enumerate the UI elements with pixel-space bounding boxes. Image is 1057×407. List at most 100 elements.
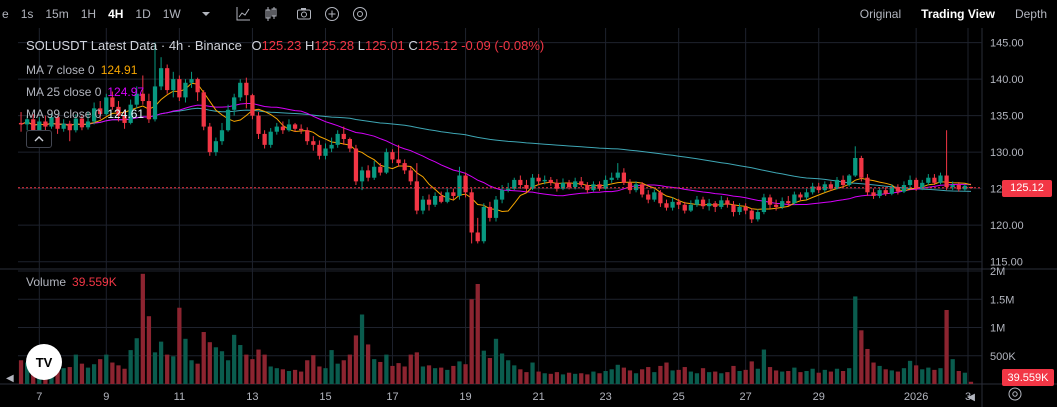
candle-body xyxy=(25,119,30,125)
timeframe-15m[interactable]: 15m xyxy=(45,7,69,21)
scroll-left-icon[interactable]: ◀ xyxy=(6,373,14,384)
candle-body xyxy=(804,192,809,198)
volume-bar xyxy=(426,365,432,384)
indicator-icon[interactable] xyxy=(232,4,254,24)
chart-settings-icon[interactable] xyxy=(1007,386,1025,404)
candle-body xyxy=(384,152,389,173)
chart-area[interactable]: 145.00140.00135.00130.00125.00120.00115.… xyxy=(0,28,1057,407)
volume-bar xyxy=(408,354,413,384)
legend-collapse-button[interactable] xyxy=(26,130,52,148)
candle-body xyxy=(792,194,797,204)
candle-body xyxy=(365,170,371,178)
volume-bar xyxy=(950,359,955,384)
candle-body xyxy=(79,118,85,128)
volume-bar xyxy=(506,360,511,384)
volume-bar xyxy=(518,369,523,384)
candle-body xyxy=(426,199,432,205)
price-chart[interactable]: 145.00140.00135.00130.00125.00120.00115.… xyxy=(0,28,1057,407)
volume-bar xyxy=(183,338,188,384)
volume-bar xyxy=(61,368,66,384)
camera-icon[interactable] xyxy=(293,4,315,24)
settings-icon[interactable] xyxy=(349,4,371,24)
volume-bar xyxy=(201,332,206,384)
volume-bar xyxy=(311,355,316,384)
volume-bar xyxy=(244,354,249,384)
volume-bar xyxy=(402,366,407,384)
ohlc-high-value: 125.28 xyxy=(314,38,355,53)
timeframe-1d[interactable]: 1D xyxy=(135,7,151,21)
volume-bar xyxy=(688,371,693,384)
tab-depth[interactable]: Depth xyxy=(1014,7,1047,21)
tab-original[interactable]: Original xyxy=(859,7,902,21)
price-axis-label: 115.00 xyxy=(990,257,1023,269)
ma25-legend[interactable]: MA 25 close 0 124.97 xyxy=(26,84,144,100)
volume-bar xyxy=(871,362,876,384)
candle-body xyxy=(658,192,663,204)
timeframe-4h[interactable]: 4H xyxy=(108,7,124,21)
volume-bar xyxy=(822,369,827,384)
candle-body xyxy=(938,175,943,183)
candle-body xyxy=(353,148,359,182)
volume-bar xyxy=(603,371,608,384)
timeframe-tick[interactable]: e xyxy=(2,7,9,21)
candle-body xyxy=(439,195,444,202)
volume-bar xyxy=(158,341,164,384)
candle-type-icon[interactable] xyxy=(260,4,282,24)
time-axis-label: 29 xyxy=(813,391,825,403)
candle-body xyxy=(152,86,158,120)
tab-trading-view[interactable]: Trading View xyxy=(921,7,995,21)
volume-bar xyxy=(414,352,419,384)
candle-body xyxy=(633,184,639,191)
candle-body xyxy=(640,184,645,195)
volume-bar xyxy=(299,371,304,384)
candle-body xyxy=(621,172,627,183)
candle-body xyxy=(926,177,931,183)
volume-bar xyxy=(676,369,681,384)
candle-body xyxy=(359,170,365,182)
candle-body xyxy=(536,177,541,182)
time-axis-label: 27 xyxy=(740,391,752,403)
volume-bar xyxy=(640,369,645,384)
timeframe-1h[interactable]: 1H xyxy=(80,7,97,21)
go-to-realtime-icon[interactable]: ◀ xyxy=(967,392,975,403)
volume-bar xyxy=(786,371,791,384)
volume-bar xyxy=(834,368,840,384)
volume-bar xyxy=(932,369,937,384)
candle-body xyxy=(49,117,54,127)
candle-body xyxy=(615,172,620,178)
volume-bar xyxy=(353,335,359,384)
chevron-down-icon[interactable] xyxy=(195,4,217,24)
volume-bar xyxy=(773,370,779,384)
volume-bar xyxy=(262,354,267,384)
tradingview-logo[interactable]: TV xyxy=(26,344,62,380)
candle-body xyxy=(920,182,925,189)
candle-body xyxy=(475,232,480,242)
candle-body xyxy=(627,182,633,191)
candle-body xyxy=(962,185,967,190)
volume-bar xyxy=(396,363,401,384)
candle-body xyxy=(828,184,834,189)
ma7-label: MA 7 close 0 xyxy=(26,63,95,77)
time-axis-label: 3 xyxy=(965,391,971,403)
volume-bar xyxy=(146,316,152,384)
ma99-legend[interactable]: MA 99 close 0 124.61 xyxy=(26,106,144,122)
candle-body xyxy=(773,204,779,207)
candle-body xyxy=(688,204,693,211)
candle-body xyxy=(268,131,273,145)
timeframe-1w[interactable]: 1W xyxy=(162,7,181,21)
volume-bar xyxy=(487,358,493,384)
ma7-legend[interactable]: MA 7 close 0 124.91 xyxy=(26,62,137,78)
volume-bar xyxy=(152,352,158,384)
candle-body xyxy=(847,175,852,186)
candle-body xyxy=(225,109,231,131)
volume-legend[interactable]: Volume 39.559K xyxy=(26,274,117,290)
candle-body xyxy=(256,115,261,134)
volume-bar xyxy=(548,373,553,384)
timeframe-1s[interactable]: 1s xyxy=(20,7,34,21)
volume-bar xyxy=(920,369,925,384)
candle-body xyxy=(37,121,42,132)
candle-body xyxy=(305,130,310,142)
plus-icon[interactable] xyxy=(321,4,343,24)
candle-body xyxy=(816,186,821,191)
candle-body xyxy=(43,121,48,127)
